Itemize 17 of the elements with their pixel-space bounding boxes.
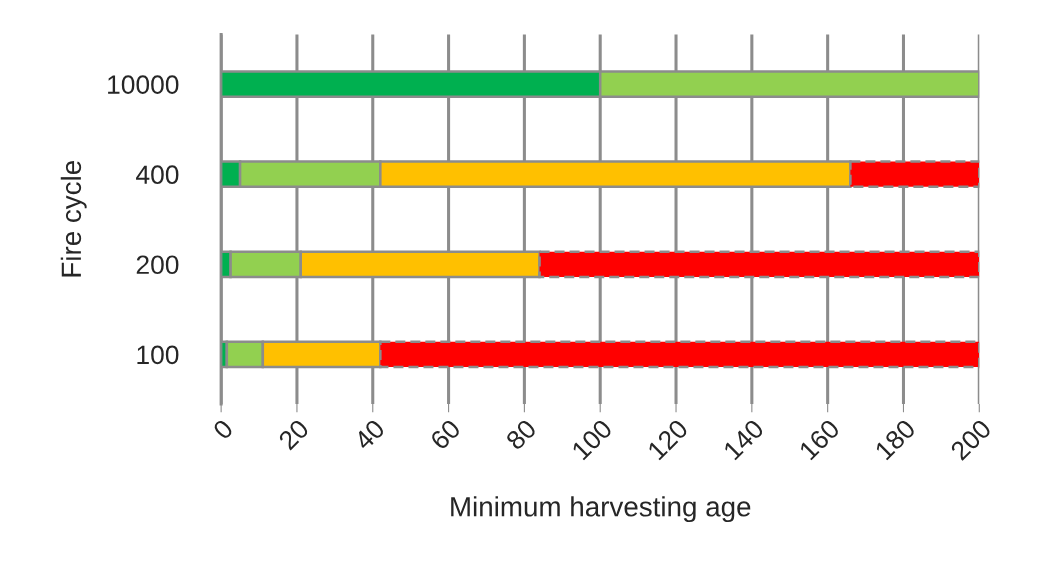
x-axis-title: Minimum harvesting age [451,496,751,523]
x-tick-label: 140 [722,418,765,461]
x-tick-label: 200 [949,418,993,461]
y-tick-label: 100 [137,345,179,365]
y-tick-label: 200 [136,255,179,275]
x-tick-label: 0 [211,418,235,441]
x-tick-label: 160 [798,418,841,461]
x-tick-label: 120 [646,418,690,461]
x-tick-label: 100 [571,418,614,461]
y-tick-label: 400 [136,165,179,185]
x-tick-label: 80 [504,418,538,451]
x-tick-label: 20 [277,418,310,451]
x-tick-label: 60 [429,418,462,451]
y-axis-title: Fire cycle [60,161,87,277]
x-tick-label: 180 [874,418,917,461]
x-tick-label: 40 [352,418,386,452]
y-tick-label: 10000 [108,75,179,94]
